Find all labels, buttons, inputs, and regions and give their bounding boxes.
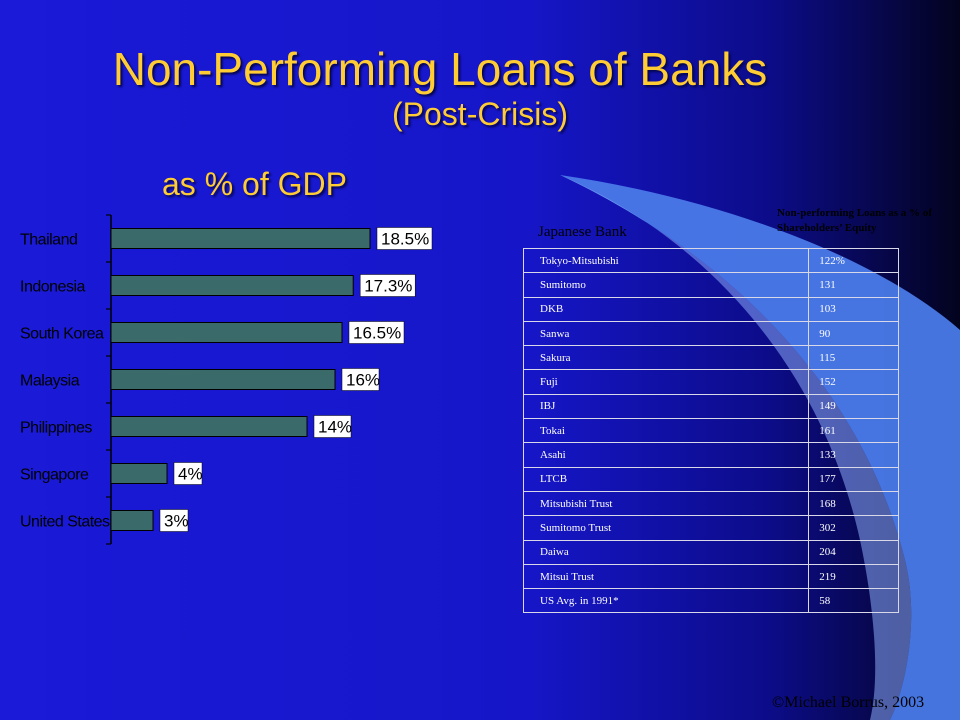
table-row: IBJ 149: [522, 393, 899, 420]
bank-name-cell: Sanwa: [522, 320, 810, 347]
bar: [110, 369, 336, 390]
bank-name-cell: IBJ: [522, 393, 810, 420]
npl-value-cell: 115: [808, 345, 899, 371]
value-label-box: [348, 321, 405, 344]
npl-value-cell: 122%: [808, 247, 899, 274]
value-label: 18.5%: [381, 230, 429, 249]
bank-name-cell: Tokai: [522, 418, 810, 444]
value-label-box: [313, 415, 352, 438]
npl-value-cell: 302: [808, 515, 899, 541]
bank-name-cell: Asahi: [522, 442, 810, 468]
table-row: Tokai 161: [522, 418, 899, 444]
value-label-box: [173, 462, 203, 485]
table-row: Sumitomo 131: [522, 272, 899, 298]
bank-name-cell: Tokyo-Mitsubishi: [522, 247, 810, 274]
npl-value-cell: 58: [808, 588, 899, 614]
npl-value-cell: 90: [808, 320, 899, 347]
npl-value-cell: 161: [808, 418, 899, 444]
value-label: 17.3%: [364, 277, 412, 296]
chart-title: as % of GDP: [162, 166, 347, 202]
bank-name-cell: Mitsubishi Trust: [522, 490, 810, 517]
table-row: Daiwa 204: [522, 539, 899, 565]
npl-value-cell: 133: [808, 442, 899, 468]
category-label: United States: [20, 514, 110, 531]
table-row: Mitsubishi Trust 168: [522, 490, 899, 517]
table-row: US Avg. in 1991* 58: [522, 588, 899, 614]
table-row: Tokyo-Mitsubishi 122%: [522, 247, 899, 274]
npl-value-cell: 168: [808, 490, 899, 517]
bar: [110, 322, 343, 343]
table-row: Sanwa 90: [522, 320, 899, 347]
bank-name-cell: Sumitomo Trust: [522, 515, 810, 541]
category-label: Philippines: [20, 420, 92, 437]
table-row: Sakura 115: [522, 345, 899, 371]
bank-table: Tokyo-Mitsubishi 122% Sumitomo 131 DKB 103 San…: [522, 247, 899, 614]
bank-name-cell: Daiwa: [522, 539, 810, 565]
bar: [110, 275, 354, 296]
bank-name-cell: Fuji: [522, 369, 810, 395]
table-header-npl: Non-performing Loans as a % of Sharehold…: [777, 207, 932, 234]
table-row: Mitsui Trust 219: [522, 563, 899, 590]
category-label: South Korea: [20, 326, 104, 343]
bar: [110, 228, 371, 249]
slide-title: Non-Performing Loans of Banks: [112, 43, 768, 95]
npl-value-cell: 152: [808, 369, 899, 395]
value-label: 3%: [164, 512, 189, 531]
slide-subtitle: (Post-Crisis): [392, 96, 568, 132]
table-row: Fuji 152: [522, 369, 899, 395]
value-label: 4%: [178, 465, 203, 484]
value-label-box: [159, 509, 189, 532]
bar: [110, 510, 154, 531]
table-row: Asahi 133: [522, 442, 899, 468]
npl-value-cell: 103: [808, 296, 899, 322]
npl-value-cell: 219: [808, 563, 899, 590]
npl-value-cell: 149: [808, 393, 899, 420]
value-label-box: [376, 227, 433, 250]
bank-name-cell: LTCB: [522, 466, 810, 492]
credit-line: ©Michael Borrus, 2003: [772, 694, 925, 711]
table-row: Sumitomo Trust 302: [522, 515, 899, 541]
value-label-box: [341, 368, 380, 391]
bar: [110, 463, 168, 484]
bank-name-cell: Sumitomo: [522, 272, 810, 298]
category-label: Singapore: [20, 467, 89, 484]
npl-value-cell: 131: [808, 272, 899, 298]
bar: [110, 416, 308, 437]
bank-name-cell: Sakura: [522, 345, 810, 371]
npl-value-cell: 204: [808, 539, 899, 565]
category-label: Indonesia: [20, 279, 85, 296]
category-label: Malaysia: [20, 373, 80, 390]
bank-name-cell: US Avg. in 1991*: [522, 588, 810, 614]
bar-chart: Thailand 18.5% Indonesia 17.3% South Korea 16…: [20, 214, 433, 545]
category-label: Thailand: [20, 232, 77, 249]
table-row: DKB 103: [522, 296, 899, 322]
value-label: 14%: [318, 418, 352, 437]
bank-name-cell: DKB: [522, 296, 810, 322]
npl-value-cell: 177: [808, 466, 899, 492]
bank-name-cell: Mitsui Trust: [522, 563, 810, 590]
value-label: 16%: [346, 371, 380, 390]
value-label: 16.5%: [353, 324, 401, 343]
value-label-box: [359, 274, 416, 297]
table-row: LTCB 177: [522, 466, 899, 492]
table-header-bank: Japanese Bank: [538, 224, 627, 240]
